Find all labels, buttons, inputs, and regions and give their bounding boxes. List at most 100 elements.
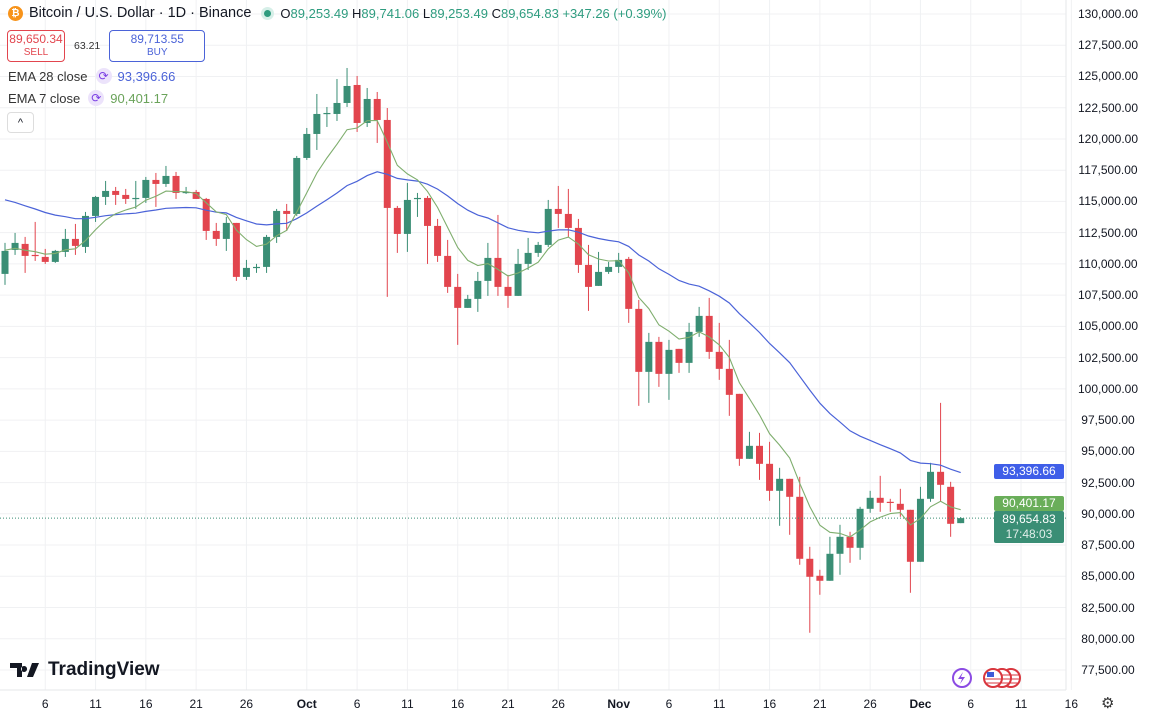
candle [715,322,723,380]
candle [454,273,462,345]
bitcoin-icon: ₿ [8,5,23,21]
ema28-line [4,171,961,474]
candle [856,506,864,560]
candle-body [695,315,703,332]
candle-body [222,222,230,239]
us-flag-icon [983,668,1003,688]
time-tick-label: 6 [41,697,49,711]
candle-body [906,509,914,562]
candle-body [625,258,633,309]
candle-body [916,498,924,562]
candle [474,271,482,312]
candle [413,192,421,217]
refresh-icon[interactable]: ⟳ [88,90,105,106]
candle [242,259,250,280]
candle-body [876,497,884,503]
candle-body [232,222,240,277]
candle [343,67,351,107]
time-tick-label: 26 [863,697,877,711]
candle [544,199,552,247]
price-tick-label: 115,000.00 [1078,194,1138,209]
candle [11,232,19,255]
candle [283,203,291,231]
candle [665,339,673,400]
candle-body [353,84,361,123]
candle-body [323,112,331,115]
sell-button[interactable]: 89,650.34 SELL [7,30,65,62]
candle [756,432,763,480]
candle-body [343,85,351,103]
price-tick-label: 85,000.00 [1081,569,1135,584]
indicator-ema28[interactable]: EMA 28 close ⟳ 93,396.66 [8,68,176,84]
price-tick-label: 105,000.00 [1077,319,1139,334]
candle-body [826,553,834,581]
candle-body [766,463,774,491]
candle-body [41,256,49,262]
candle [293,155,301,216]
candle-body [605,266,613,272]
candle [132,180,140,209]
candle [373,91,381,143]
candle [534,241,542,257]
price-tick-label: 107,500.00 [1077,288,1139,303]
symbol-title[interactable]: Bitcoin / U.S. Dollar · 1D · Binance [29,5,252,21]
candle [796,476,804,565]
candle-body [1,250,9,274]
candle-body [363,98,371,123]
buy-button[interactable]: 89,713.55 BUY [109,30,206,62]
candle-body [735,393,743,459]
price-tick-label: 87,500.00 [1081,538,1135,553]
gear-icon[interactable]: ⚙ [1101,695,1115,712]
candle-body [474,280,482,299]
indicator-ema7[interactable]: EMA 7 close ⟳ 90,401.17 [8,90,169,106]
time-tick-label: 11 [1014,697,1028,711]
lightning-icon[interactable] [948,666,974,690]
candle [464,294,472,308]
candle [303,127,311,160]
candle-body [544,208,552,245]
candle [625,256,633,323]
candle [162,165,170,187]
candle-body [866,497,874,509]
candle [725,339,733,416]
candle [232,222,240,281]
candle [574,218,582,273]
time-tick-label: Oct [296,697,317,711]
candle-body [816,575,824,581]
candle-body [162,175,170,184]
collapse-legend-button[interactable]: ^ [7,112,34,133]
price-tick-label: 77,500.00 [1081,663,1135,677]
candle [675,348,683,373]
ema7-line [4,119,961,538]
candle [323,106,331,127]
economic-events[interactable] [982,667,1026,689]
candle [122,188,130,204]
candle-body [836,536,844,554]
candle [635,299,643,406]
candle [786,478,794,535]
time-tick-label: 16 [451,697,465,711]
change-value: +347.26 (+0.39%) [562,5,667,21]
time-tick-label: 11 [89,697,102,711]
candle [102,180,110,205]
candle-body [655,341,663,374]
tradingview-logo-icon [10,663,39,677]
candle-body [574,227,582,265]
price-tick-label: 90,000.00 [1081,506,1135,521]
candle [192,189,200,199]
price-tick-label: 95,000.00 [1081,444,1135,459]
candle-body [313,113,321,134]
candle [766,441,774,501]
candle-body [71,238,79,246]
candle [584,244,592,311]
refresh-icon[interactable]: ⟳ [95,68,112,84]
candle [403,182,411,252]
candle [595,251,603,286]
time-tick-label: 6 [665,697,673,711]
tradingview-logo[interactable]: TradingView [10,659,160,681]
candle [152,172,160,207]
candle-body [212,230,220,239]
candle [212,222,220,246]
candle [564,188,572,237]
